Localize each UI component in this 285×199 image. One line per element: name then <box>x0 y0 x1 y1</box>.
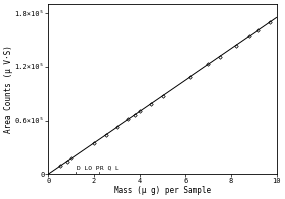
Text: D LO P: D LO P <box>77 166 99 171</box>
X-axis label: Mass (μ g) per Sample: Mass (μ g) per Sample <box>114 186 211 195</box>
Text: R Q L: R Q L <box>100 166 119 171</box>
Y-axis label: Area Counts (μ V·S): Area Counts (μ V·S) <box>4 45 13 133</box>
